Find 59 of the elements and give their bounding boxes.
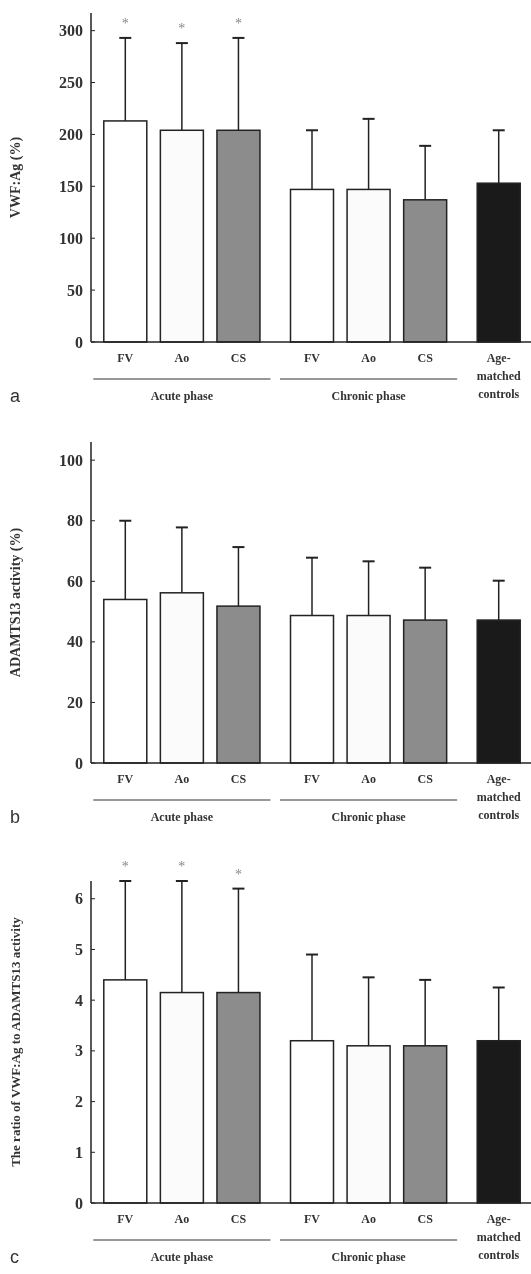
x-tick-label: FV xyxy=(117,1212,134,1226)
y-tick-label: 1 xyxy=(75,1143,83,1161)
x-tick-label: FV xyxy=(117,772,134,786)
y-tick-label: 20 xyxy=(67,694,83,712)
annotation: * xyxy=(121,15,129,31)
text: a xyxy=(10,386,21,406)
annotation: * xyxy=(234,866,242,882)
y-axis-title: VWF:Ag (%) xyxy=(8,136,24,219)
x-tick-label: FV xyxy=(117,351,134,365)
y-tick-label: 50 xyxy=(67,281,83,299)
y-tick-label: 200 xyxy=(59,126,83,144)
x-tick-label: Age-matched controls xyxy=(476,1212,522,1262)
text: b xyxy=(10,807,21,827)
x-tick-label: CS xyxy=(417,351,434,365)
text: * xyxy=(121,859,129,874)
y-tick-label: 0 xyxy=(75,333,83,351)
y-tick-label: 2 xyxy=(75,1093,83,1111)
y-tick-label: 3 xyxy=(75,1042,83,1060)
x-tick-label: Ao xyxy=(174,351,190,365)
y-tick-label: 250 xyxy=(59,74,83,92)
text: Chronic phase xyxy=(331,1250,407,1264)
y-tick-label: 150 xyxy=(59,177,83,195)
x-tick-label: CS xyxy=(230,351,247,365)
x-tick-label: CS xyxy=(230,772,247,786)
x-tick-label: CS xyxy=(417,1212,434,1226)
y-tick-label: 6 xyxy=(75,890,83,908)
text: c xyxy=(10,1247,19,1267)
y-tick-label: 80 xyxy=(67,512,83,530)
text: Acute phase xyxy=(150,810,214,824)
x-tick-label: CS xyxy=(417,772,434,786)
annotation: * xyxy=(178,21,186,37)
y-tick-label: 100 xyxy=(59,229,83,247)
y-tick-label: 300 xyxy=(59,22,83,40)
x-tick-label: Age-matched controls xyxy=(476,772,522,822)
x-tick-label: Ao xyxy=(174,1212,190,1226)
y-axis-title: The ratio of VWF:Ag to ADAMTS13 activity xyxy=(8,916,23,1167)
x-tick-label: CS xyxy=(230,1212,247,1226)
y-tick-label: 5 xyxy=(75,941,83,959)
x-tick-label: FV xyxy=(304,351,321,365)
y-axis-title: ADAMTS13 activity (%) xyxy=(8,527,24,678)
x-tick-label: FV xyxy=(304,1212,321,1226)
text: Chronic phase xyxy=(331,389,407,403)
annotation: * xyxy=(234,15,242,31)
text: Acute phase xyxy=(150,389,214,403)
x-tick-label: Ao xyxy=(361,351,376,365)
text: Acute phase xyxy=(150,1250,214,1264)
x-tick-label: Ao xyxy=(361,772,376,786)
x-tick-label: FV xyxy=(304,772,321,786)
x-tick-label: Ao xyxy=(174,772,190,786)
y-tick-label: 0 xyxy=(75,1194,83,1212)
y-tick-label: 60 xyxy=(67,572,83,590)
text: Chronic phase xyxy=(331,810,407,824)
y-tick-label: 0 xyxy=(75,754,83,772)
text: * xyxy=(178,859,186,874)
y-tick-label: 4 xyxy=(75,991,83,1009)
x-tick-label: Age-matched controls xyxy=(476,351,522,401)
x-tick-label: Ao xyxy=(361,1212,376,1226)
y-tick-label: 40 xyxy=(67,633,83,651)
y-tick-label: 100 xyxy=(59,451,83,469)
